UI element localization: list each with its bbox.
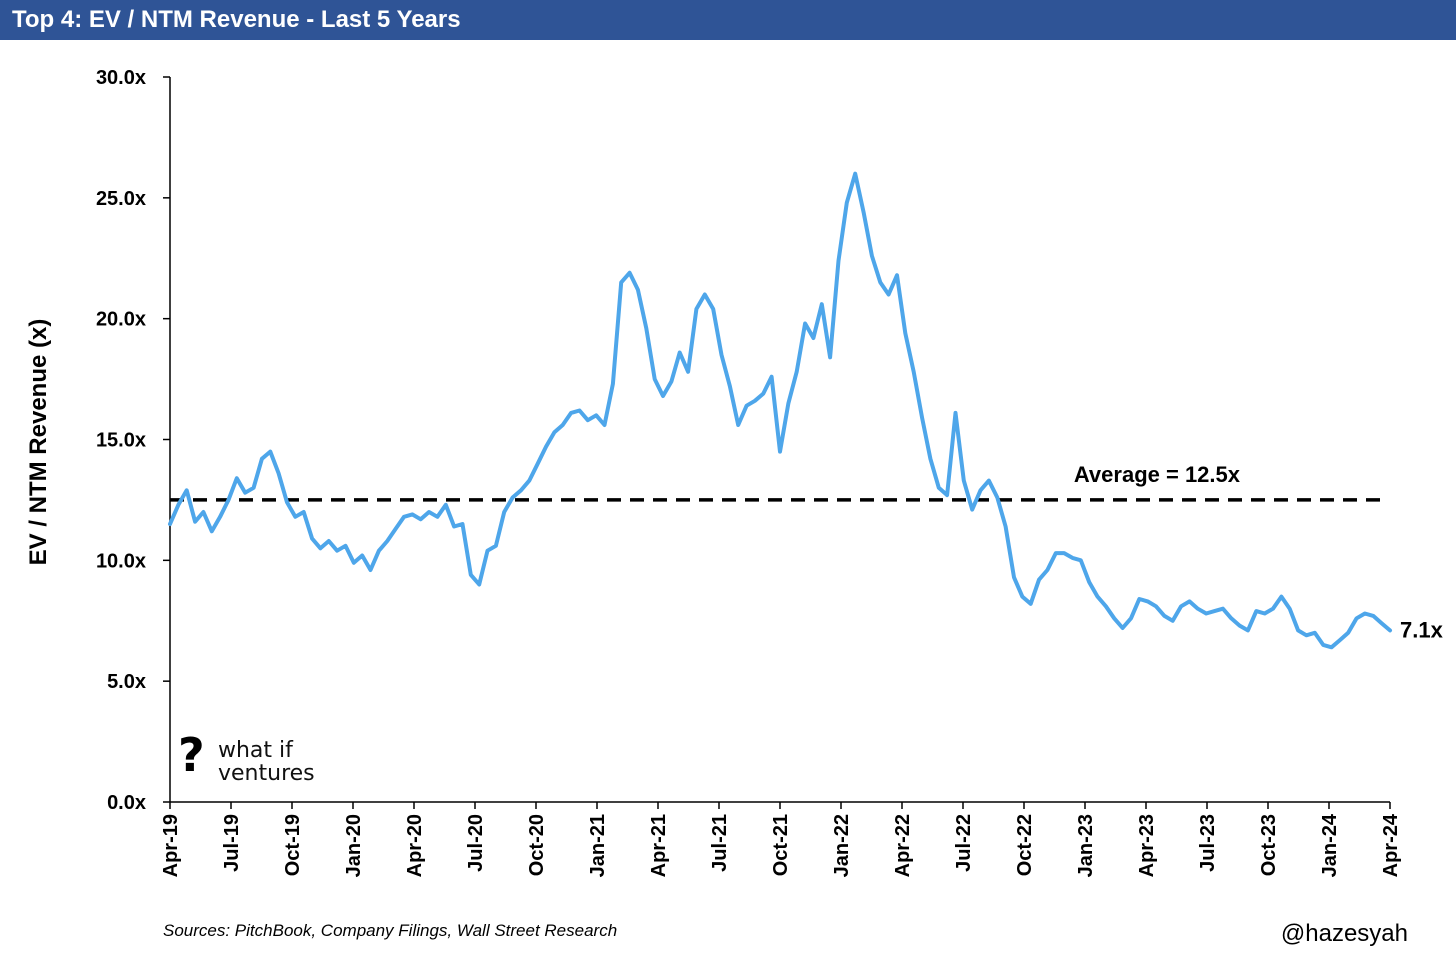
logo-text: what if ventures — [218, 739, 315, 785]
x-tick-label: Oct-21 — [770, 814, 792, 876]
y-tick-label: 20.0x — [96, 309, 146, 331]
y-tick-label: 15.0x — [96, 430, 146, 452]
x-tick-label: Jan-21 — [587, 814, 609, 877]
x-tick-label: Jul-19 — [221, 814, 243, 872]
logo-line-1: what if — [218, 738, 293, 763]
x-tick-label: Jan-24 — [1319, 813, 1341, 877]
y-tick-label: 0.0x — [107, 792, 146, 814]
x-tick-label: Oct-22 — [1014, 814, 1036, 876]
x-tick-label: Apr-19 — [160, 814, 182, 877]
x-tick-label: Jan-23 — [1075, 814, 1097, 877]
y-tick-label: 10.0x — [96, 550, 146, 572]
x-tick-label: Apr-22 — [892, 814, 914, 877]
x-tick-label: Jul-22 — [953, 814, 975, 872]
source-note: Sources: PitchBook, Company Filings, Wal… — [163, 921, 618, 940]
x-tick-label: Apr-20 — [404, 814, 426, 877]
y-tick-label: 25.0x — [96, 188, 146, 210]
series-line — [168, 171, 1392, 650]
x-tick-label: Jan-20 — [343, 814, 365, 877]
series-group — [168, 171, 1392, 650]
author-handle: @hazesyah — [1280, 920, 1408, 947]
logo: ? what if ventures — [178, 728, 338, 795]
title-bar: Top 4: EV / NTM Revenue - Last 5 Years — [0, 0, 1456, 40]
average-label: Average = 12.5x — [1074, 462, 1241, 487]
x-tick-label: Apr-24 — [1380, 813, 1402, 877]
x-tick-label: Oct-23 — [1258, 814, 1280, 876]
x-tick-label: Jul-23 — [1197, 814, 1219, 872]
x-tick-label: Jul-20 — [465, 814, 487, 872]
question-mark-icon: ? — [178, 728, 205, 782]
x-tick-label: Jan-22 — [831, 814, 853, 877]
logo-line-2: ventures — [218, 761, 315, 786]
average-line-group: Average = 12.5x 7.1x — [170, 462, 1444, 642]
x-tick-label: Jul-21 — [709, 814, 731, 872]
x-tick-label: Apr-21 — [648, 814, 670, 877]
x-axis-ticks: Apr-19 Jul-19 Oct-19 Jan-20 Apr-20 Jul-20 Oct-… — [160, 802, 1402, 877]
end-value-label: 7.1x — [1400, 617, 1444, 642]
y-axis-label: EV / NTM Revenue (x) — [25, 319, 52, 566]
y-tick-label: 5.0x — [107, 671, 146, 693]
page-title: Top 4: EV / NTM Revenue - Last 5 Years — [12, 6, 461, 33]
x-tick-label: Oct-20 — [526, 814, 548, 876]
x-tick-label: Oct-19 — [282, 814, 304, 876]
y-tick-label: 30.0x — [96, 67, 146, 89]
x-tick-label: Apr-23 — [1136, 814, 1158, 877]
y-axis-ticks: 0.0x 5.0x 10.0x 15.0x 20.0x 25.0x 30.0x — [96, 67, 170, 814]
